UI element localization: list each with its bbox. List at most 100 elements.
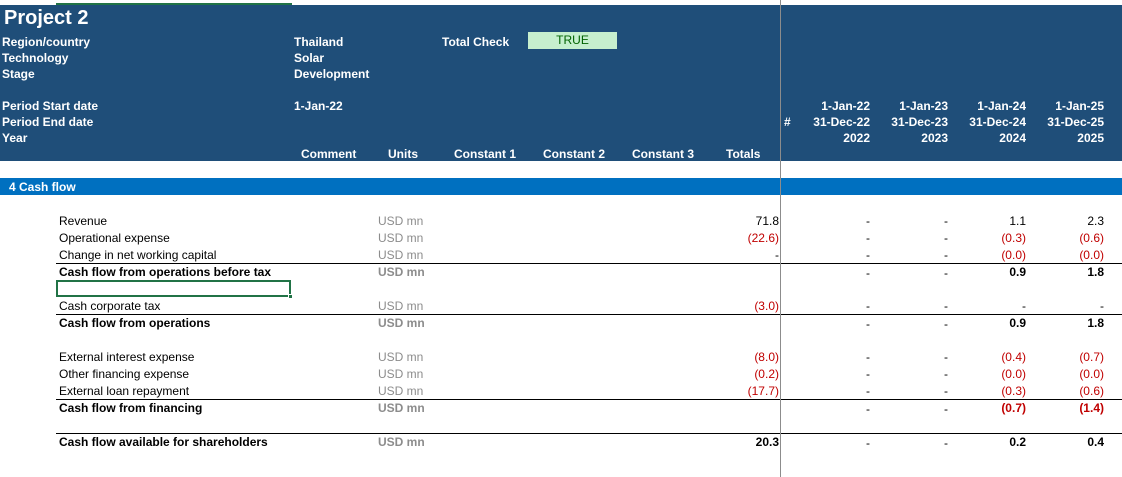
row-label-other-fin[interactable]: Other financing expense	[59, 367, 190, 381]
row-units-interest[interactable]: USD mn	[378, 350, 424, 364]
year-2023[interactable]: 2023	[921, 131, 948, 145]
constant3-column-header[interactable]: Constant 3	[632, 147, 695, 161]
row-total-interest[interactable]: (8.0)	[754, 350, 779, 364]
row-2023-other-fin[interactable]: -	[944, 367, 948, 381]
constant1-column-header[interactable]: Constant 1	[454, 147, 517, 161]
row-total-cf-shareholders[interactable]: 20.3	[755, 435, 779, 449]
row-2024-opex[interactable]: (0.3)	[1001, 231, 1026, 245]
row-2022-revenue[interactable]: -	[866, 214, 870, 228]
period-start-label[interactable]: Period Start date	[2, 99, 99, 113]
period-end-label[interactable]: Period End date	[2, 115, 94, 129]
row-2025-revenue[interactable]: 2.3	[1087, 214, 1104, 228]
section-title[interactable]: 4 Cash flow	[9, 180, 76, 194]
period-start-2025[interactable]: 1-Jan-25	[1055, 99, 1104, 113]
year-2025[interactable]: 2025	[1077, 131, 1104, 145]
row-2023-nwc[interactable]: -	[944, 248, 948, 262]
total-check-value[interactable]: TRUE	[528, 32, 617, 49]
row-2024-nwc[interactable]: (0.0)	[1001, 248, 1026, 262]
row-2025-loan-repay[interactable]: (0.6)	[1079, 384, 1104, 398]
row-total-other-fin[interactable]: (0.2)	[754, 367, 779, 381]
hash-column-header[interactable]: #	[784, 115, 791, 129]
period-end-2023[interactable]: 31-Dec-23	[891, 115, 948, 129]
freeze-pane-divider[interactable]	[780, 0, 781, 477]
stage-value[interactable]: Development	[294, 67, 370, 81]
row-units-tax[interactable]: USD mn	[378, 299, 424, 313]
row-units-other-fin[interactable]: USD mn	[378, 367, 424, 381]
selected-cell[interactable]	[56, 280, 291, 297]
row-total-loan-repay[interactable]: (17.7)	[747, 384, 779, 398]
row-2023-loan-repay[interactable]: -	[944, 384, 948, 398]
row-2024-interest[interactable]: (0.4)	[1001, 350, 1026, 364]
row-2025-cf-shareholders[interactable]: 0.4	[1087, 435, 1104, 449]
row-2022-interest[interactable]: -	[866, 350, 870, 364]
fill-handle[interactable]	[288, 294, 293, 299]
row-2023-cf-shareholders[interactable]: -	[944, 436, 948, 450]
row-2023-cfo[interactable]: -	[944, 317, 948, 331]
row-units-loan-repay[interactable]: USD mn	[378, 384, 424, 398]
year-2024[interactable]: 2024	[999, 131, 1026, 145]
row-label-nwc[interactable]: Change in net working capital	[59, 248, 217, 262]
row-2025-cfo-pretax[interactable]: 1.8	[1087, 265, 1104, 279]
period-start-value[interactable]: 1-Jan-22	[294, 99, 343, 113]
row-label-loan-repay[interactable]: External loan repayment	[59, 384, 190, 398]
row-units-nwc[interactable]: USD mn	[378, 248, 424, 262]
row-total-tax[interactable]: (3.0)	[754, 299, 779, 313]
comment-column-header[interactable]: Comment	[301, 147, 357, 161]
period-start-2023[interactable]: 1-Jan-23	[899, 99, 948, 113]
row-2024-cfo-pretax[interactable]: 0.9	[1009, 265, 1026, 279]
row-2024-cff[interactable]: (0.7)	[1001, 401, 1026, 415]
row-2025-cfo[interactable]: 1.8	[1087, 316, 1104, 330]
row-2025-opex[interactable]: (0.6)	[1079, 231, 1104, 245]
row-total-nwc[interactable]: -	[775, 248, 779, 262]
row-2025-cff[interactable]: (1.4)	[1079, 401, 1104, 415]
row-label-cfo[interactable]: Cash flow from operations	[59, 316, 211, 330]
stage-label[interactable]: Stage	[2, 67, 35, 81]
row-units-cf-shareholders[interactable]: USD mn	[378, 435, 425, 449]
row-2022-tax[interactable]: -	[866, 299, 870, 313]
region-value[interactable]: Thailand	[294, 35, 344, 49]
total-check-label[interactable]: Total Check	[442, 35, 510, 49]
row-label-cfo-pretax[interactable]: Cash flow from operations before tax	[59, 265, 272, 279]
row-2024-loan-repay[interactable]: (0.3)	[1001, 384, 1026, 398]
row-2023-cff[interactable]: -	[944, 402, 948, 416]
year-label[interactable]: Year	[2, 131, 28, 145]
row-2022-other-fin[interactable]: -	[866, 367, 870, 381]
row-label-revenue[interactable]: Revenue	[59, 214, 108, 228]
row-2024-cf-shareholders[interactable]: 0.2	[1009, 435, 1026, 449]
row-2024-cfo[interactable]: 0.9	[1009, 316, 1026, 330]
row-2022-opex[interactable]: -	[866, 231, 870, 245]
row-2023-tax[interactable]: -	[944, 299, 948, 313]
row-label-tax[interactable]: Cash corporate tax	[59, 299, 161, 313]
totals-column-header[interactable]: Totals	[726, 147, 761, 161]
row-label-cff[interactable]: Cash flow from financing	[59, 401, 203, 415]
units-column-header[interactable]: Units	[388, 147, 418, 161]
row-2025-nwc[interactable]: (0.0)	[1079, 248, 1104, 262]
period-end-2024[interactable]: 31-Dec-24	[969, 115, 1026, 129]
row-2025-tax[interactable]: -	[1100, 299, 1104, 313]
row-total-revenue[interactable]: 71.8	[755, 214, 779, 228]
row-units-cff[interactable]: USD mn	[378, 401, 425, 415]
row-2025-interest[interactable]: (0.7)	[1079, 350, 1104, 364]
technology-label[interactable]: Technology	[2, 51, 69, 65]
year-2022[interactable]: 2022	[843, 131, 870, 145]
row-2022-cf-shareholders[interactable]: -	[866, 436, 870, 450]
row-units-cfo-pretax[interactable]: USD mn	[378, 265, 425, 279]
row-label-opex[interactable]: Operational expense	[59, 231, 170, 245]
row-label-interest[interactable]: External interest expense	[59, 350, 195, 364]
row-2023-revenue[interactable]: -	[944, 214, 948, 228]
row-2022-nwc[interactable]: -	[866, 248, 870, 262]
row-2024-tax[interactable]: -	[1022, 299, 1026, 313]
row-2024-revenue[interactable]: 1.1	[1009, 214, 1026, 228]
technology-value[interactable]: Solar	[294, 51, 325, 65]
row-units-cfo[interactable]: USD mn	[378, 316, 425, 330]
period-end-2022[interactable]: 31-Dec-22	[813, 115, 870, 129]
row-label-cf-shareholders[interactable]: Cash flow available for shareholders	[59, 435, 268, 449]
row-2023-opex[interactable]: -	[944, 231, 948, 245]
period-start-2022[interactable]: 1-Jan-22	[821, 99, 870, 113]
row-2022-cff[interactable]: -	[866, 402, 870, 416]
row-2022-cfo-pretax[interactable]: -	[866, 266, 870, 280]
row-2023-interest[interactable]: -	[944, 350, 948, 364]
row-units-opex[interactable]: USD mn	[378, 231, 424, 245]
row-units-revenue[interactable]: USD mn	[378, 214, 424, 228]
row-total-opex[interactable]: (22.6)	[747, 231, 779, 245]
